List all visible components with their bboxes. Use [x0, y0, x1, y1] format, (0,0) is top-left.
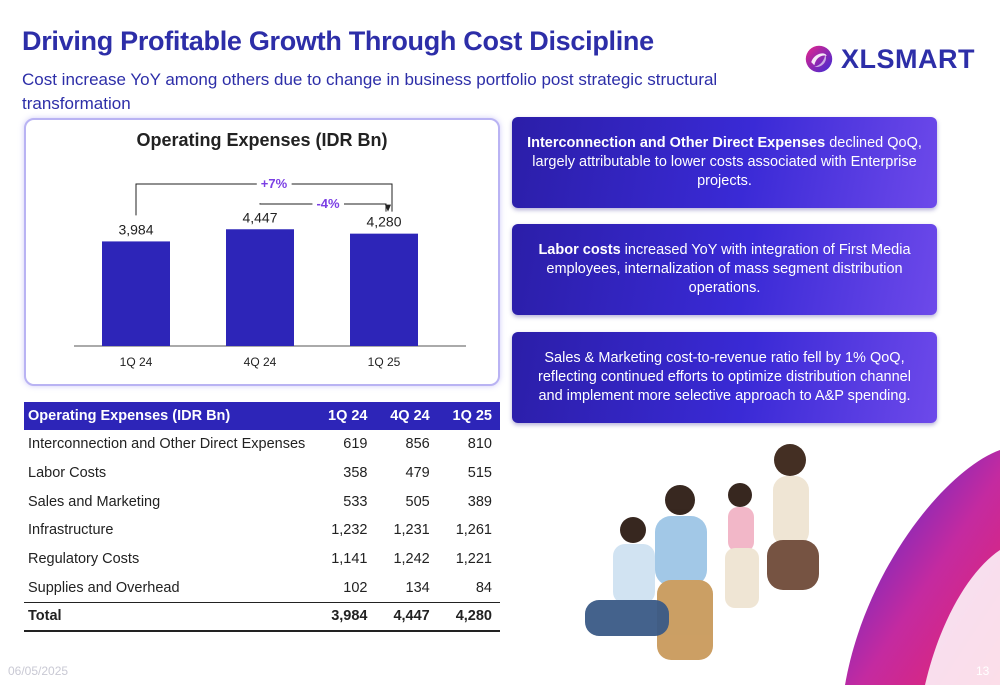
chart-annotation-label: +7% — [261, 176, 288, 191]
table-header-row: Operating Expenses (IDR Bn) 1Q 24 4Q 24 … — [24, 402, 500, 430]
chart-annotation-label-bg — [256, 175, 292, 192]
chart-category-label: 1Q 25 — [368, 355, 401, 369]
table-cell: 1,221 — [455, 551, 492, 568]
chart-title: Operating Expenses (IDR Bn) — [136, 130, 387, 150]
table-total-label: Total — [24, 601, 314, 632]
person-boy — [585, 517, 669, 636]
opex-chart-card: Operating Expenses (IDR Bn) 3,984 1Q 24 4,… — [24, 118, 500, 386]
table-cell: 84 — [475, 579, 492, 596]
table-total-cell: 3,984 — [313, 601, 376, 632]
info-box-sales-marketing: Sales & Marketing cost-to-revenue ratio … — [512, 332, 937, 423]
table-cell: 515 — [467, 465, 492, 482]
info-box-labor: Labor costs increased YoY with integrati… — [512, 224, 937, 315]
chart-annotation-label-bg — [312, 195, 344, 212]
table-header-1q24: 1Q 24 — [313, 402, 376, 430]
table-total-cell: 4,280 — [437, 601, 500, 632]
table-cell-label: Interconnection and Other Direct Expense… — [28, 436, 306, 453]
person-woman — [767, 444, 819, 590]
table-header-1q25: 1Q 25 — [437, 402, 500, 430]
table-cell: 102 — [343, 579, 368, 596]
table-cell: 1,242 — [393, 551, 430, 568]
table-cell: 505 — [405, 493, 430, 510]
page-subtitle: Cost increase YoY among others due to ch… — [22, 70, 718, 113]
info-box-labor-text: Labor costs increased YoY with integrati… — [526, 241, 923, 298]
chart-bar — [102, 241, 170, 346]
person-man — [655, 485, 713, 660]
info-box-labor-body: increased YoY with integration of First … — [546, 242, 911, 296]
info-box-sales-marketing-body: Sales & Marketing cost-to-revenue ratio … — [538, 350, 911, 404]
chart-value-label: 4,447 — [242, 209, 277, 225]
xlsmart-swirl-icon — [805, 45, 833, 73]
table-cell: 533 — [343, 493, 368, 510]
chart-annotation-arrowhead — [385, 204, 391, 212]
table-total-cell: 4,447 — [375, 601, 438, 632]
table-cell-label: Supplies and Overhead — [28, 579, 180, 596]
table-cell: 134 — [405, 579, 430, 596]
table-cell-label: Infrastructure — [28, 522, 114, 539]
table-cell: 856 — [405, 436, 430, 453]
chart-annotation-label: -4% — [316, 196, 340, 211]
table-cell: 1,141 — [331, 551, 368, 568]
table-cell-label: Labor Costs — [28, 465, 107, 482]
table-cell: 479 — [405, 465, 430, 482]
logo-text: XLSMART — [841, 43, 975, 74]
info-box-interconnection-body: declined QoQ, largely attributable to lo… — [532, 135, 922, 189]
chart-category-label: 4Q 24 — [244, 355, 277, 369]
person-girl — [725, 483, 759, 608]
chart-category-label: 1Q 24 — [120, 355, 153, 369]
table-row: Regulatory Costs 1,141 1,242 1,221 — [24, 545, 500, 574]
table-cell: 619 — [343, 436, 368, 453]
info-box-interconnection-text: Interconnection and Other Direct Expense… — [526, 134, 923, 191]
info-box-labor-bold: Labor costs — [538, 242, 621, 258]
chart-bar — [350, 233, 418, 346]
info-box-sales-marketing-text: Sales & Marketing cost-to-revenue ratio … — [526, 349, 923, 406]
page-title: Driving Profitable Growth Through Cost D… — [22, 26, 654, 56]
chart-value-label: 3,984 — [118, 221, 153, 237]
chart-value-label: 4,280 — [366, 214, 401, 230]
table-total-row: Total 3,984 4,447 4,280 — [24, 601, 500, 632]
table-cell: 1,261 — [455, 522, 492, 539]
opex-table: Operating Expenses (IDR Bn) 1Q 24 4Q 24 … — [24, 402, 500, 632]
brand-logo: XLSMART — [805, 38, 975, 80]
page-number: 13 — [976, 664, 990, 678]
table-header-category: Operating Expenses (IDR Bn) — [24, 402, 314, 430]
table-cell-label: Regulatory Costs — [28, 551, 140, 568]
opex-bar-chart: Operating Expenses (IDR Bn) 3,984 1Q 24 4,… — [74, 130, 466, 369]
table-cell: 810 — [467, 436, 492, 453]
table-cell: 358 — [343, 465, 368, 482]
family-photo — [585, 444, 1000, 685]
table-row: Infrastructure 1,232 1,231 1,261 — [24, 516, 500, 545]
table-row: Supplies and Overhead 102 134 84 — [24, 573, 500, 602]
table-row: Interconnection and Other Direct Expense… — [24, 430, 500, 459]
table-cell-label: Sales and Marketing — [28, 493, 161, 510]
table-header-4q24: 4Q 24 — [375, 402, 438, 430]
info-box-interconnection-bold: Interconnection and Other Direct Expense… — [527, 135, 826, 151]
info-box-interconnection: Interconnection and Other Direct Expense… — [512, 117, 937, 208]
table-cell: 1,231 — [393, 522, 430, 539]
table-cell: 389 — [467, 493, 492, 510]
table-row: Labor Costs 358 479 515 — [24, 459, 500, 488]
chart-bar — [226, 229, 294, 346]
table-row: Sales and Marketing 533 505 389 — [24, 487, 500, 516]
table-cell: 1,232 — [331, 522, 368, 539]
footer-date: 06/05/2025 — [8, 664, 69, 678]
